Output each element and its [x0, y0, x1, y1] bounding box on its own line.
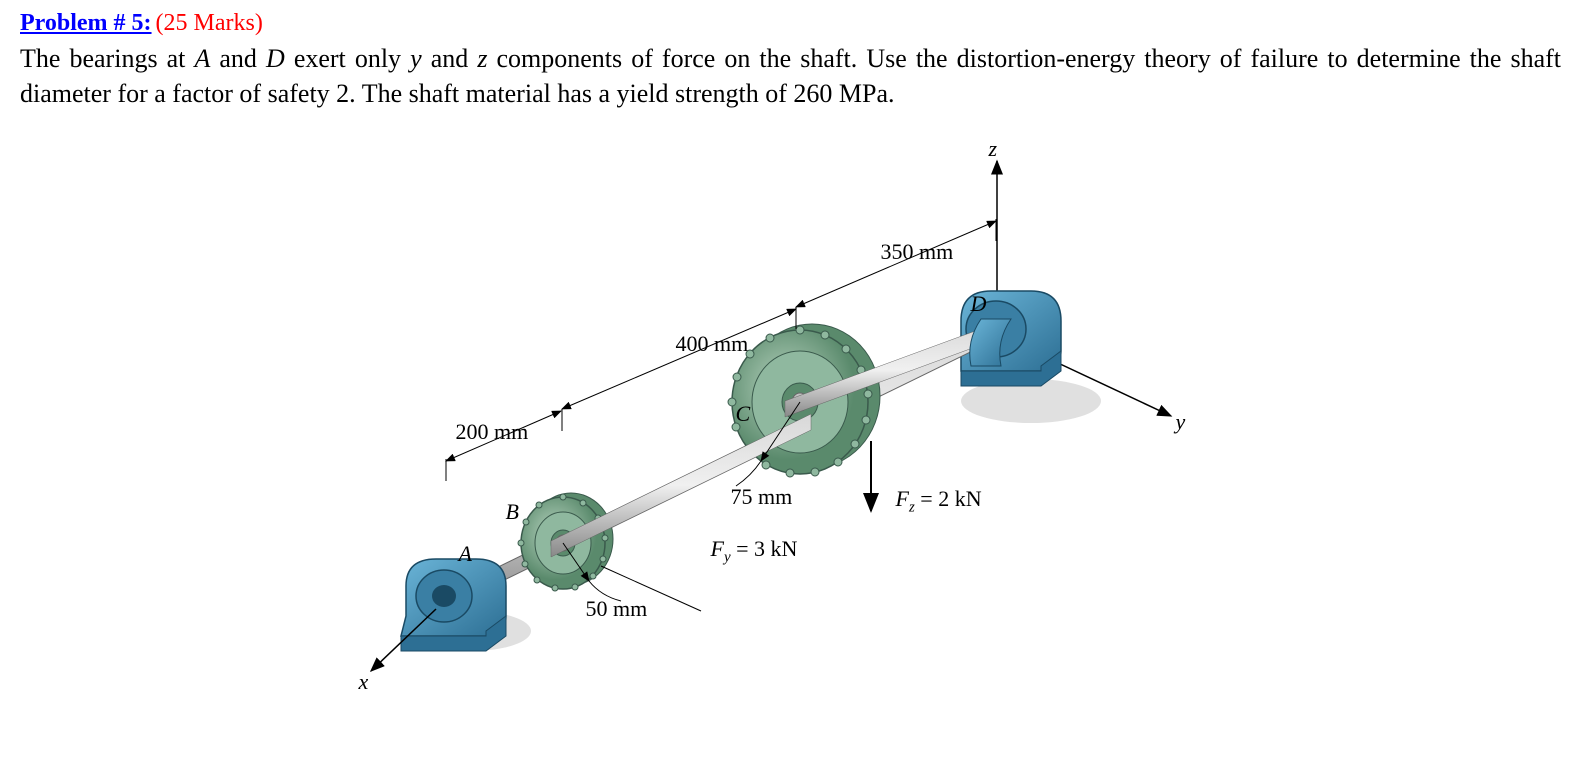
dim-350: 350 mm — [881, 239, 954, 265]
marks-label: (25 Marks) — [156, 10, 263, 36]
fy-sym: F — [711, 536, 724, 561]
fz-val: = 2 kN — [915, 486, 982, 511]
point-c: C — [736, 401, 751, 427]
diagram-container: z y x 350 mm 400 mm 200 mm 75 mm 50 mm A… — [20, 141, 1561, 701]
var-y: y — [410, 44, 422, 73]
dim-200: 200 mm — [456, 419, 529, 445]
fz-sym: F — [896, 486, 909, 511]
bearing-a — [401, 559, 506, 651]
text-part4: and — [422, 44, 478, 73]
force-fz-label: Fz = 2 kN — [896, 486, 982, 516]
point-d: D — [971, 291, 987, 317]
dim-75: 75 mm — [731, 484, 793, 510]
point-a: A — [459, 541, 472, 567]
text-part2: and — [210, 44, 266, 73]
problem-statement: The bearings at A and D exert only y and… — [20, 41, 1561, 111]
problem-label: Problem # 5: — [20, 10, 152, 36]
var-D: D — [266, 44, 285, 73]
x-axis-label: x — [359, 669, 369, 695]
y-axis-label: y — [1176, 409, 1186, 435]
text-part1: The bearings at — [20, 44, 194, 73]
fy-sub: y — [724, 550, 731, 566]
var-A: A — [194, 44, 210, 73]
force-fy-label: Fy = 3 kN — [711, 536, 798, 566]
text-part3: exert only — [285, 44, 410, 73]
problem-header: Problem # 5: (25 Marks) — [20, 10, 1561, 37]
fy-val: = 3 kN — [731, 536, 798, 561]
shaft-diagram: z y x 350 mm 400 mm 200 mm 75 mm 50 mm A… — [341, 141, 1241, 701]
dim-50: 50 mm — [586, 596, 648, 622]
var-z: z — [477, 44, 487, 73]
dim-400: 400 mm — [676, 331, 749, 357]
z-axis-label: z — [989, 136, 998, 162]
point-b: B — [506, 499, 519, 525]
